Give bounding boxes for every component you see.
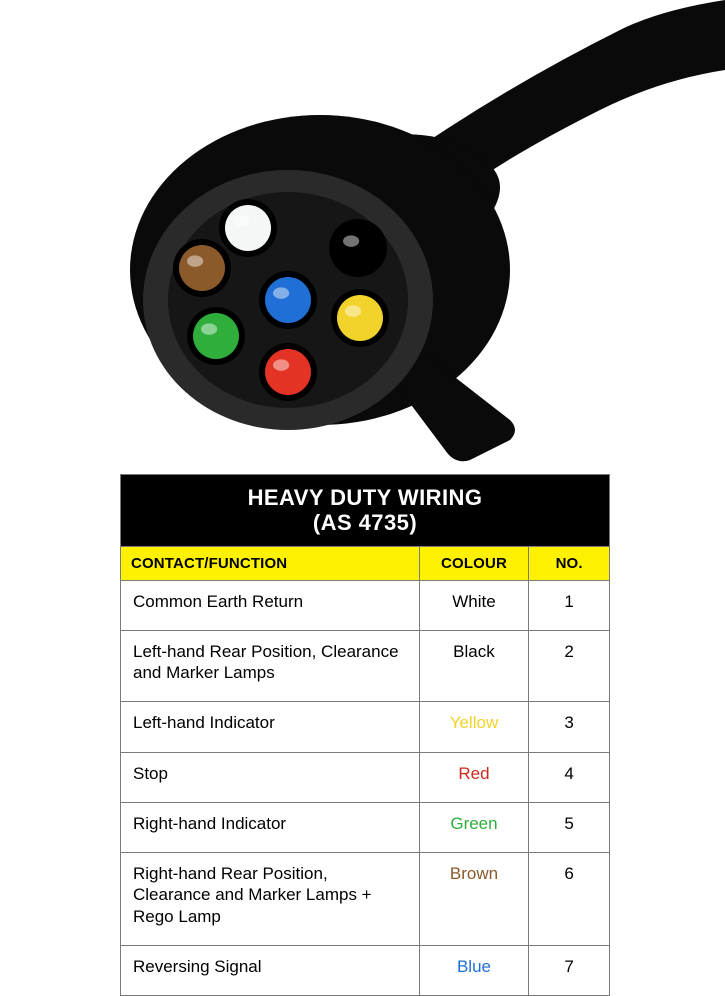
cell-function: Right-hand Indicator	[121, 803, 420, 852]
pin-5-green	[193, 313, 239, 359]
pin-highlight	[273, 359, 289, 371]
pin-highlight	[343, 235, 359, 247]
cell-colour: Red	[420, 753, 530, 802]
table-body: Common Earth ReturnWhite1Left-hand Rear …	[121, 580, 609, 996]
pin-highlight	[345, 305, 361, 317]
table-title-line2: (AS 4735)	[313, 510, 417, 535]
table-row: Reversing SignalBlue7	[121, 945, 609, 995]
pin-highlight	[201, 323, 217, 335]
pin-highlight	[273, 287, 289, 299]
cell-function: Stop	[121, 753, 420, 802]
cell-no: 4	[529, 753, 609, 802]
pin-highlight	[187, 255, 203, 267]
cell-function: Right-hand Rear Position, Clearance and …	[121, 853, 420, 945]
pin-6-brown	[179, 245, 225, 291]
pin-4-red	[265, 349, 311, 395]
wiring-table: HEAVY DUTY WIRING (AS 4735) CONTACT/FUNC…	[120, 474, 610, 996]
cell-function: Reversing Signal	[121, 946, 420, 995]
pin-7-blue	[265, 277, 311, 323]
table-row: StopRed4	[121, 752, 609, 802]
table-row: Right-hand Rear Position, Clearance and …	[121, 852, 609, 945]
col-header-function: CONTACT/FUNCTION	[121, 547, 420, 580]
cell-no: 1	[529, 581, 609, 630]
page: HEAVY DUTY WIRING (AS 4735) CONTACT/FUNC…	[0, 0, 725, 941]
table-row: Common Earth ReturnWhite1	[121, 580, 609, 630]
pin-highlight	[233, 215, 249, 227]
cell-no: 2	[529, 631, 609, 702]
table-row: Right-hand IndicatorGreen5	[121, 802, 609, 852]
cell-function: Common Earth Return	[121, 581, 420, 630]
col-header-no: NO.	[529, 547, 609, 580]
cell-function: Left-hand Indicator	[121, 702, 420, 751]
pin-1-white	[225, 205, 271, 251]
cell-no: 3	[529, 702, 609, 751]
pin-2-black	[335, 225, 381, 271]
cell-colour: Green	[420, 803, 530, 852]
col-header-colour: COLOUR	[420, 547, 530, 580]
table-row: Left-hand IndicatorYellow3	[121, 701, 609, 751]
connector-svg	[0, 0, 725, 470]
table-title-line1: HEAVY DUTY WIRING	[248, 485, 483, 510]
table-row: Left-hand Rear Position, Clearance and M…	[121, 630, 609, 702]
cell-colour: White	[420, 581, 530, 630]
connector-illustration	[0, 0, 725, 470]
cell-function: Left-hand Rear Position, Clearance and M…	[121, 631, 420, 702]
table-header-row: CONTACT/FUNCTION COLOUR NO.	[121, 546, 609, 580]
cell-no: 6	[529, 853, 609, 945]
table-title: HEAVY DUTY WIRING (AS 4735)	[121, 475, 609, 546]
cell-no: 7	[529, 946, 609, 995]
cell-colour: Brown	[420, 853, 530, 945]
pin-3-yellow	[337, 295, 383, 341]
cell-colour: Yellow	[420, 702, 530, 751]
cell-colour: Black	[420, 631, 530, 702]
cell-no: 5	[529, 803, 609, 852]
cell-colour: Blue	[420, 946, 530, 995]
